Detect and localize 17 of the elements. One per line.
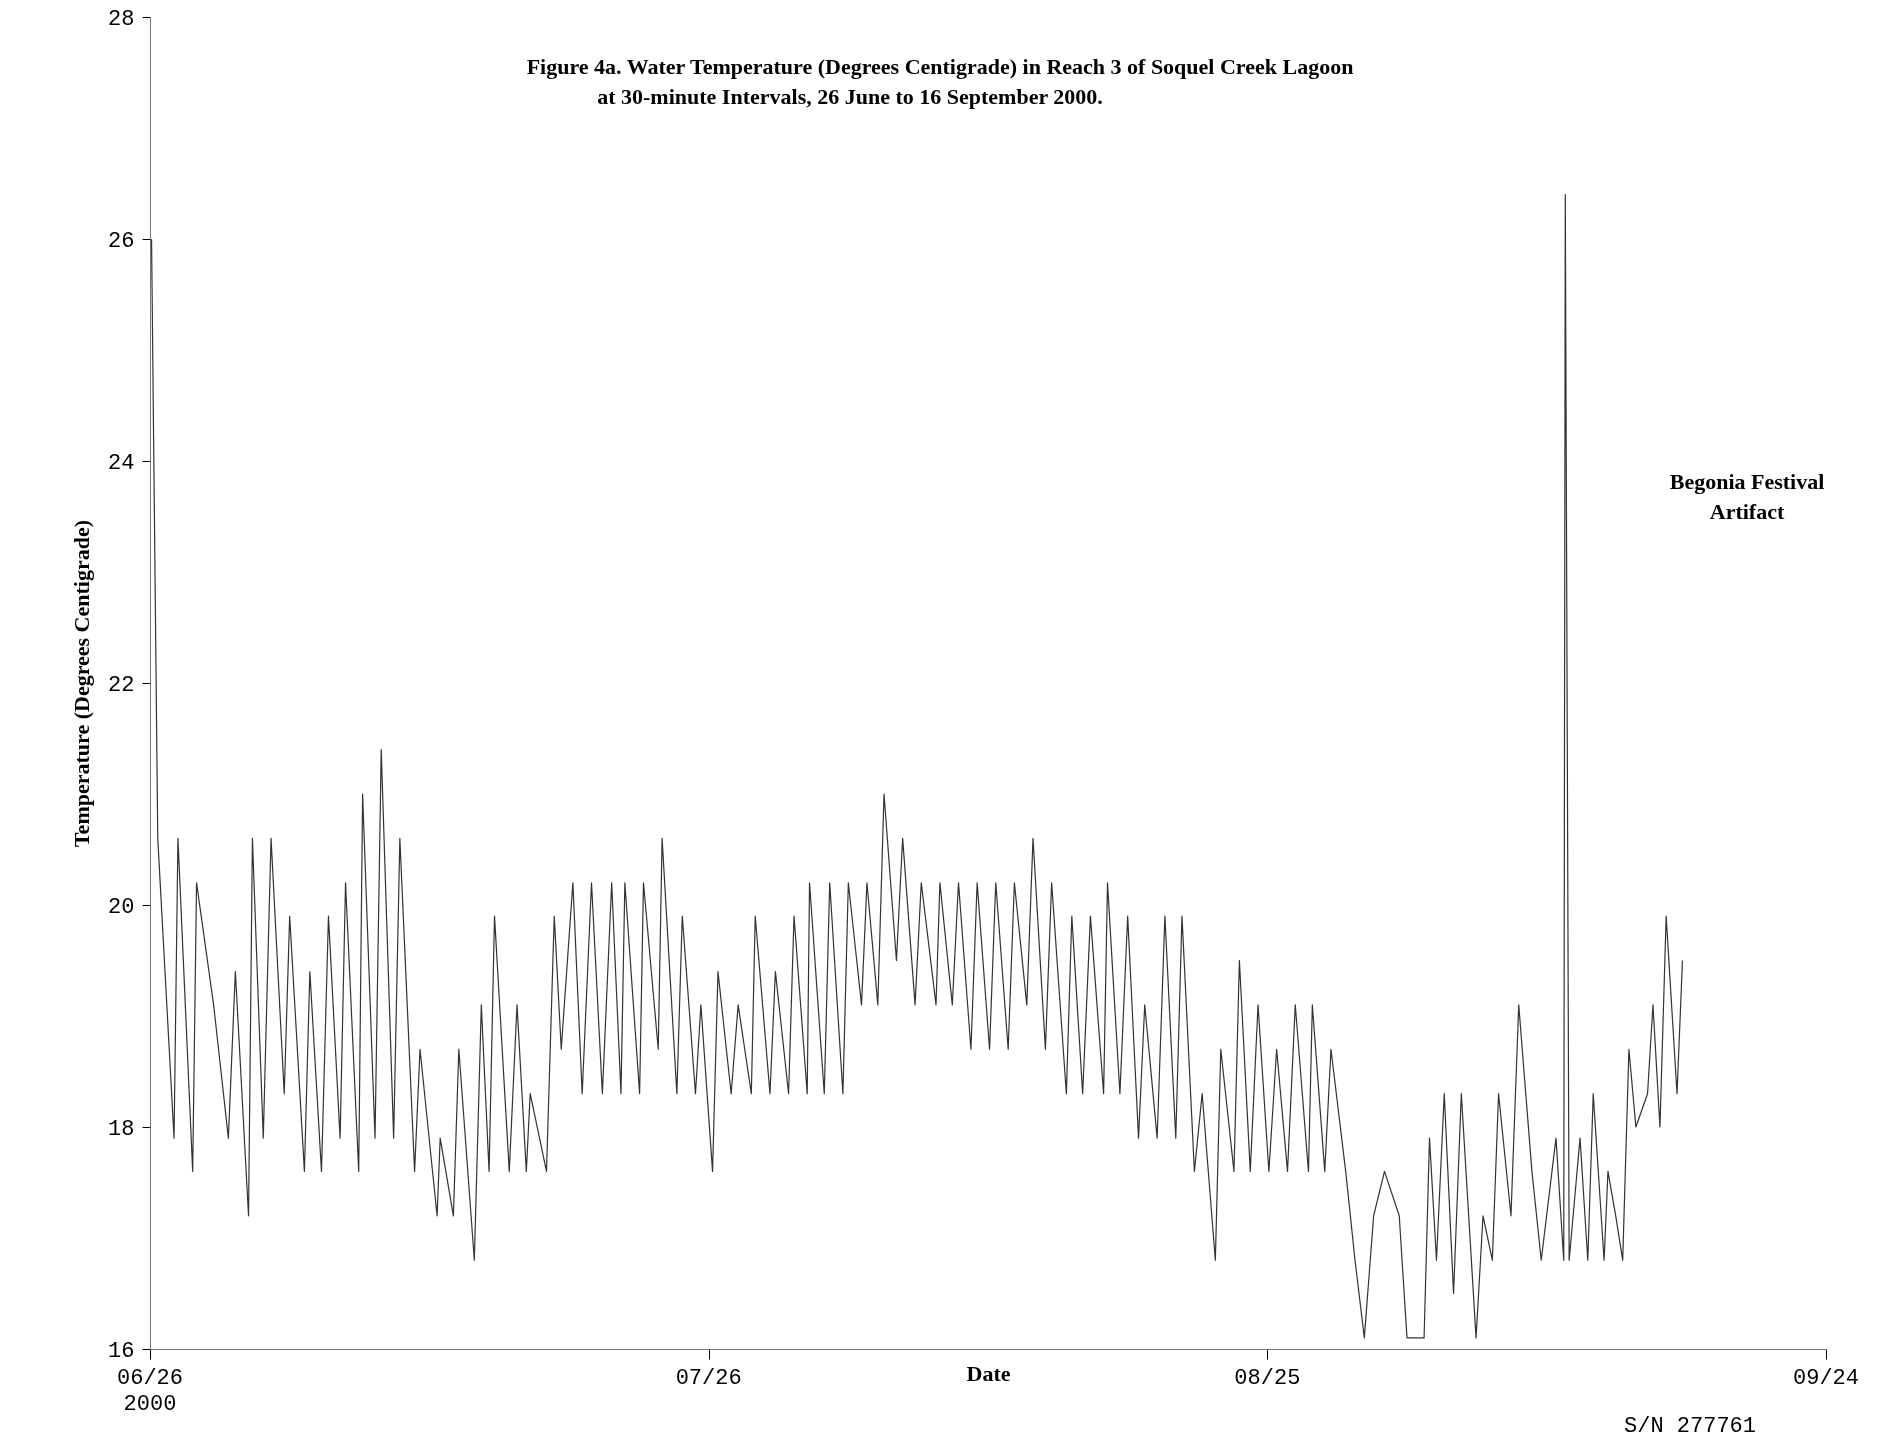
y-tick-label: 24 bbox=[108, 450, 135, 476]
y-tick-label: 18 bbox=[108, 1116, 135, 1142]
y-tick-label: 26 bbox=[108, 228, 135, 254]
x-tick-label: 08/25 bbox=[1234, 1366, 1301, 1391]
x-tick-label: 07/26 bbox=[675, 1366, 742, 1391]
x-axis-title: Date bbox=[966, 1361, 1011, 1386]
y-axis-title: Temperature (Degrees Centigrade) bbox=[69, 519, 95, 848]
y-tick-label: 22 bbox=[108, 672, 135, 698]
annotation: Begonia Festival Artifact bbox=[1669, 469, 1825, 524]
text: at 30-minute Intervals, 26 June to 16 September 2000. bbox=[597, 84, 1103, 109]
text: S/N 277761 bbox=[1623, 1414, 1757, 1439]
x-tick-label: 09/24 bbox=[1792, 1366, 1860, 1391]
x-tick-label: 06/26 2000 bbox=[116, 1366, 184, 1417]
y-tick-label: 28 bbox=[108, 6, 135, 32]
text: Figure 4a. Water Temperature (Degrees Centigrade) in Reach 3 of Soquel Creek Lagoon bbox=[526, 54, 1354, 79]
y-tick-label: 20 bbox=[108, 894, 135, 920]
y-tick-label: 16 bbox=[108, 1338, 135, 1364]
